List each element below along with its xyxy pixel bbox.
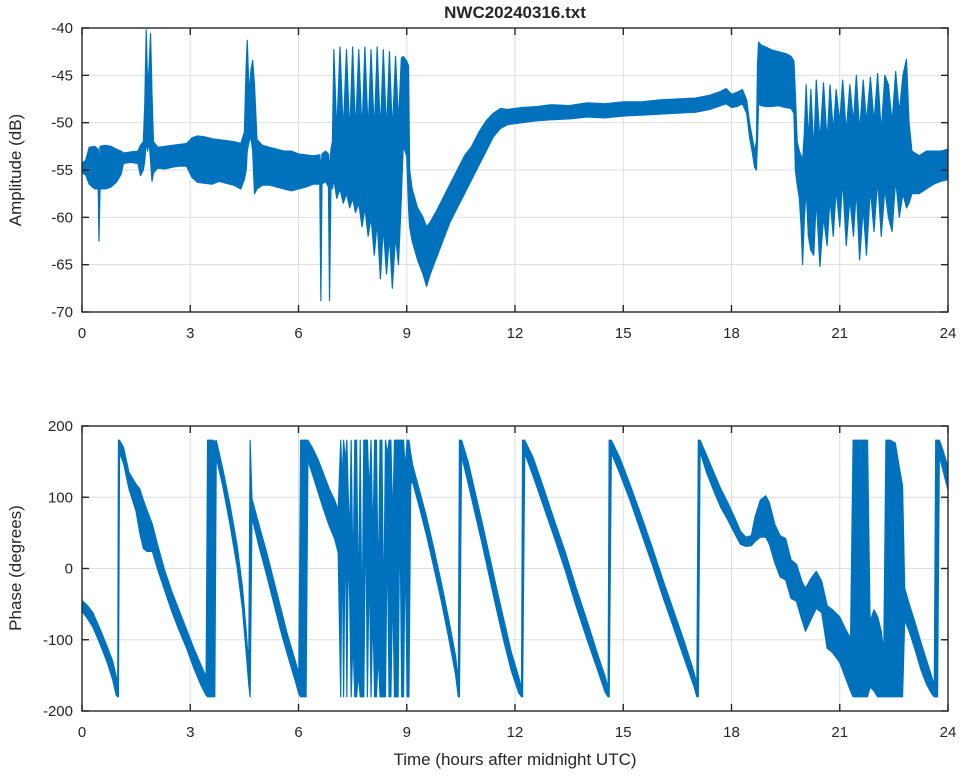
phase-plot: 0 3 6 9 12 15 18 21 24 -200 -100 0 100 200 Phase (deg… [6, 418, 956, 769]
series-group [82, 29, 948, 302]
amplitude-plot: 0 3 6 9 12 15 18 21 24 -70 -65 -60 -55 -50 -45 -40 NWC2… [6, 3, 956, 342]
x-tick-label: 18 [723, 325, 740, 342]
tick-marks [81, 425, 949, 712]
phase-y-axis-label: Phase (degrees) [6, 505, 25, 631]
y-tick-label: -60 [51, 209, 73, 226]
y-tick-label: -40 [51, 20, 73, 37]
y-tick-label: -45 [51, 67, 73, 84]
x-tick-label: 9 [403, 325, 411, 342]
x-tick-label: 0 [78, 325, 86, 342]
x-tick-label: 15 [615, 325, 632, 342]
x-tick-label: 24 [940, 325, 957, 342]
amplitude-envelope [82, 29, 948, 302]
x-tick-label: 9 [403, 724, 411, 741]
tick-labels: 0 3 6 9 12 15 18 21 24 -70 -65 -60 -55 -50 -45 -40 [51, 20, 956, 342]
y-tick-label: -65 [51, 257, 73, 274]
phase-envelope [82, 439, 948, 698]
amplitude-y-axis-label: Amplitude (dB) [6, 114, 25, 226]
x-tick-label: 6 [294, 325, 302, 342]
x-tick-label: 0 [78, 724, 86, 741]
x-tick-label: 12 [507, 724, 524, 741]
x-tick-label: 3 [186, 724, 194, 741]
y-tick-label: -50 [51, 115, 73, 132]
y-tick-label: -200 [43, 703, 73, 720]
y-tick-label: 100 [48, 489, 73, 506]
x-tick-label: 24 [940, 724, 957, 741]
x-tick-label: 21 [831, 325, 848, 342]
x-tick-label: 3 [186, 325, 194, 342]
y-tick-label: 0 [65, 561, 73, 578]
x-tick-label: 18 [723, 724, 740, 741]
x-tick-label: 15 [615, 724, 632, 741]
plot-title: NWC20240316.txt [444, 3, 586, 22]
series-group [82, 439, 948, 698]
y-tick-label: 200 [48, 418, 73, 435]
x-tick-label: 12 [507, 325, 524, 342]
x-tick-label: 21 [831, 724, 848, 741]
y-tick-label: -100 [43, 632, 73, 649]
tick-labels: 0 3 6 9 12 15 18 21 24 -200 -100 0 100 200 [43, 418, 956, 741]
y-tick-label: -55 [51, 162, 73, 179]
tick-marks [81, 27, 949, 313]
y-tick-label: -70 [51, 304, 73, 321]
x-tick-label: 6 [294, 724, 302, 741]
time-x-axis-label: Time (hours after midnight UTC) [393, 750, 636, 769]
